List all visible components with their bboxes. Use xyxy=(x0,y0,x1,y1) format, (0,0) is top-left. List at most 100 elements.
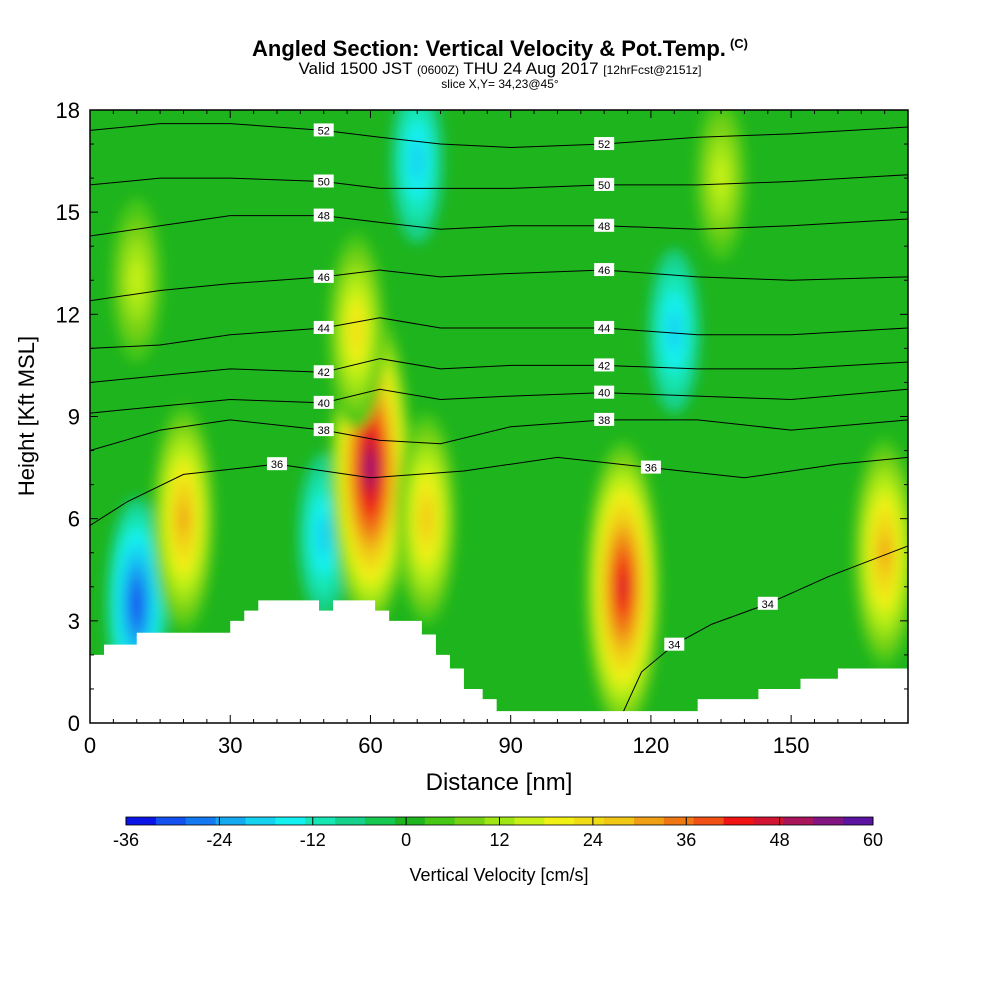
colorbar-swatch xyxy=(514,817,545,825)
isentrope-label: 38 xyxy=(318,425,330,437)
slice-info: slice X,Y= 34,23@45° xyxy=(441,77,559,91)
isentrope-label: 48 xyxy=(318,211,330,223)
colorbar-swatch xyxy=(813,817,844,825)
isentrope-label: 52 xyxy=(598,139,610,151)
colorbar-swatch xyxy=(245,817,276,825)
isentrope-line xyxy=(90,123,908,148)
x-tick-label: 60 xyxy=(358,733,382,758)
velocity-feature xyxy=(852,438,908,667)
colorbar-tick-label: -24 xyxy=(206,830,232,850)
velocity-feature xyxy=(396,412,458,625)
velocity-feature xyxy=(695,110,748,261)
colorbar-swatch xyxy=(424,817,456,825)
isentrope-line xyxy=(90,215,908,237)
colorbar-swatch xyxy=(723,817,754,825)
velocity-feature xyxy=(151,404,216,633)
isentrope-label: 50 xyxy=(598,180,610,192)
velocity-band xyxy=(422,503,431,534)
colorbar-swatch xyxy=(544,817,575,825)
isentrope-label-bg xyxy=(313,269,334,283)
isentrope-label: 40 xyxy=(318,398,330,410)
colorbar-swatch xyxy=(633,817,665,825)
velocity-band xyxy=(367,456,374,480)
velocity-band xyxy=(667,310,681,352)
isentrope-label: 34 xyxy=(668,640,680,652)
velocity-band xyxy=(130,259,144,301)
colorbar-swatch xyxy=(185,817,217,825)
isentrope-label-bg xyxy=(313,123,334,137)
velocity-band xyxy=(351,315,362,348)
isentrope-label-bg xyxy=(313,208,334,222)
isentrope-label-bg xyxy=(594,358,615,372)
y-tick-label: 0 xyxy=(68,711,80,736)
colorbar-tick-label: -36 xyxy=(113,830,139,850)
terrain-mask xyxy=(90,600,908,723)
colorbar-swatch xyxy=(663,817,695,825)
isentrope-label-bg xyxy=(594,385,615,399)
velocity-band xyxy=(880,538,889,567)
x-tick-label: 90 xyxy=(498,733,522,758)
isentrope-label-bg xyxy=(594,137,615,151)
isentrope-label-bg xyxy=(594,218,615,232)
isentrope-label: 46 xyxy=(598,265,610,277)
velocity-feature xyxy=(391,110,444,244)
colorbar-swatch xyxy=(394,817,426,825)
velocity-feature xyxy=(110,198,163,363)
isentrope-label: 46 xyxy=(318,272,330,284)
colorbar-tick-label: 60 xyxy=(863,830,883,850)
velocity-band xyxy=(317,515,331,557)
isentrope-line xyxy=(90,317,908,349)
colorbar-tick-label: 36 xyxy=(676,830,696,850)
isentrope-line xyxy=(617,545,908,723)
colorbar-swatch xyxy=(454,817,486,825)
velocity-feature xyxy=(327,233,386,430)
chart-subtitle: Valid 1500 JST (0600Z) THU 24 Aug 2017 [… xyxy=(0,59,1000,79)
velocity-band xyxy=(132,588,142,619)
colorbar-swatch xyxy=(365,817,396,825)
colorbar-tick-label: 0 xyxy=(401,830,411,850)
isentrope-label-bg xyxy=(313,395,334,409)
forecast-info: [12hrFcst@2151z] xyxy=(603,63,702,77)
colorbar-swatch xyxy=(693,817,725,825)
colorbar-tick-label: 48 xyxy=(770,830,790,850)
terrain xyxy=(90,600,908,723)
velocity-band xyxy=(179,504,188,533)
colorbar-swatch xyxy=(305,817,336,825)
colorbar-swatch xyxy=(335,817,366,825)
colorbar-label: Vertical Velocity [cm/s] xyxy=(409,865,588,885)
isentrope-label-bg xyxy=(313,423,334,437)
colorbar-tick-label: 24 xyxy=(583,830,603,850)
isentrope-contours: 34 34 36 36 38 38 40 40 42 42 44 44 46 46 48 48 50 50 52 52 xyxy=(90,123,908,723)
y-tick-label: 12 xyxy=(56,302,80,327)
y-tick-label: 9 xyxy=(68,405,80,430)
valid-time-utc: (0600Z) xyxy=(416,63,459,77)
isentrope-line xyxy=(90,388,908,414)
isentrope-label: 42 xyxy=(598,360,610,372)
isentrope-label-bg xyxy=(664,637,685,651)
isentrope-label: 42 xyxy=(318,367,330,379)
colorbar: -36 -24 -12 0 12 24 36 48 60 xyxy=(113,816,883,850)
y-axis-label: Height [Kft MSL] xyxy=(14,336,39,496)
y-tick-label: 3 xyxy=(68,609,80,634)
isentrope-label: 52 xyxy=(318,125,330,137)
isentrope-label: 38 xyxy=(598,415,610,427)
isentrope-label: 44 xyxy=(318,323,330,335)
x-tick-label: 150 xyxy=(773,733,810,758)
isentrope-label-bg xyxy=(594,177,615,191)
valid-date: THU 24 Aug 2017 xyxy=(463,59,599,78)
velocity-field xyxy=(90,110,908,723)
colorbar-swatch xyxy=(574,817,605,825)
isentrope-label: 36 xyxy=(645,463,657,475)
colorbar-swatch xyxy=(126,817,157,825)
isentrope-label-bg xyxy=(757,596,778,610)
colorbar-swatch xyxy=(783,817,814,825)
x-tick-label: 120 xyxy=(633,733,670,758)
valid-time: Valid 1500 JST xyxy=(298,59,413,78)
velocity-feature xyxy=(648,249,701,414)
colorbar-swatch xyxy=(604,817,635,825)
isentrope-label: 44 xyxy=(598,323,610,335)
y-tick-label: 18 xyxy=(56,98,80,123)
colorbar-swatch xyxy=(155,817,187,825)
isentrope-line xyxy=(90,174,908,189)
